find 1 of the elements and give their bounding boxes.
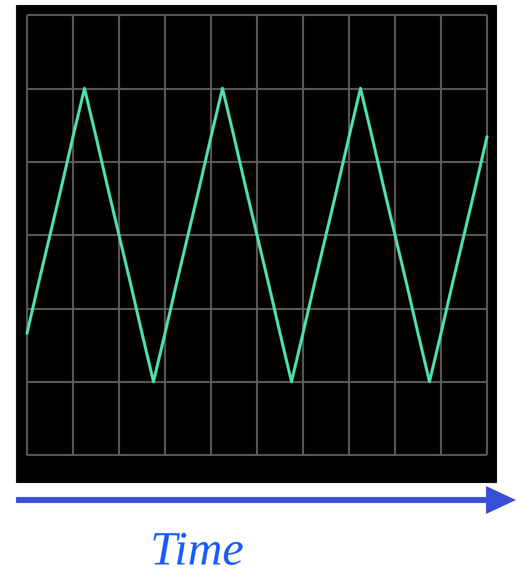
x-axis-title: Time [150, 522, 244, 576]
